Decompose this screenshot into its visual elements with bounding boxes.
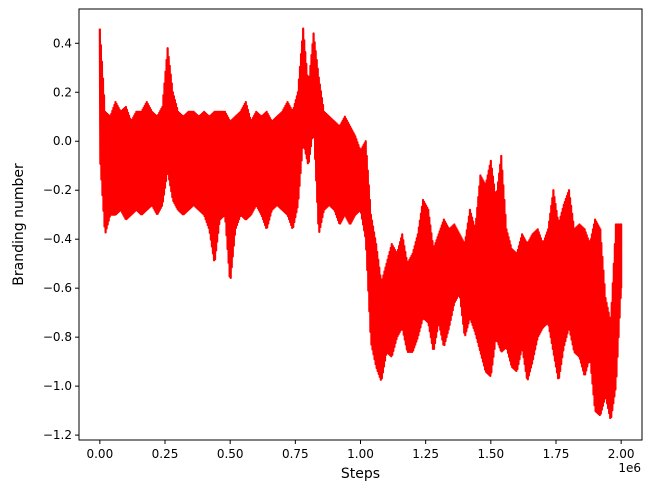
x-axis-ticks: 0.00 0.25 0.50 0.75 1.00 1.25 1.50 1.75 2.00 bbox=[86, 440, 635, 461]
y-tick-label: 0.0 bbox=[53, 134, 72, 148]
y-tick-label: −0.6 bbox=[43, 281, 72, 295]
x-tick-label: 0.00 bbox=[86, 447, 113, 461]
x-tick-label: 0.50 bbox=[217, 447, 244, 461]
axes-frame bbox=[78, 8, 643, 441]
y-axis-ticks: −1.2 −1.0 −0.8 −0.6 −0.4 −0.2 0.0 0.2 0.4 bbox=[43, 36, 79, 442]
x-tick-label: 1.50 bbox=[477, 447, 504, 461]
y-tick-label: −0.2 bbox=[43, 183, 72, 197]
plot-area bbox=[98, 27, 623, 420]
y-axis-label: Branding number bbox=[11, 163, 27, 286]
x-tick-label: 0.75 bbox=[282, 447, 309, 461]
y-tick-label: 0.2 bbox=[53, 85, 72, 99]
y-tick-label: −1.2 bbox=[43, 428, 72, 442]
y-tick-label: −1.0 bbox=[43, 379, 72, 393]
x-tick-label: 2.00 bbox=[608, 447, 635, 461]
x-tick-label: 1.75 bbox=[543, 447, 570, 461]
series-line-0 bbox=[98, 27, 623, 420]
y-tick-label: 0.4 bbox=[53, 36, 72, 50]
x-tick-label: 1.00 bbox=[347, 447, 374, 461]
y-tick-label: −0.4 bbox=[43, 232, 72, 246]
x-tick-label: 1.25 bbox=[412, 447, 439, 461]
x-tick-label: 0.25 bbox=[152, 447, 179, 461]
y-tick-label: −0.8 bbox=[43, 330, 72, 344]
x-axis-offset-label: 1e6 bbox=[618, 461, 641, 475]
x-axis-label: Steps bbox=[341, 466, 380, 482]
